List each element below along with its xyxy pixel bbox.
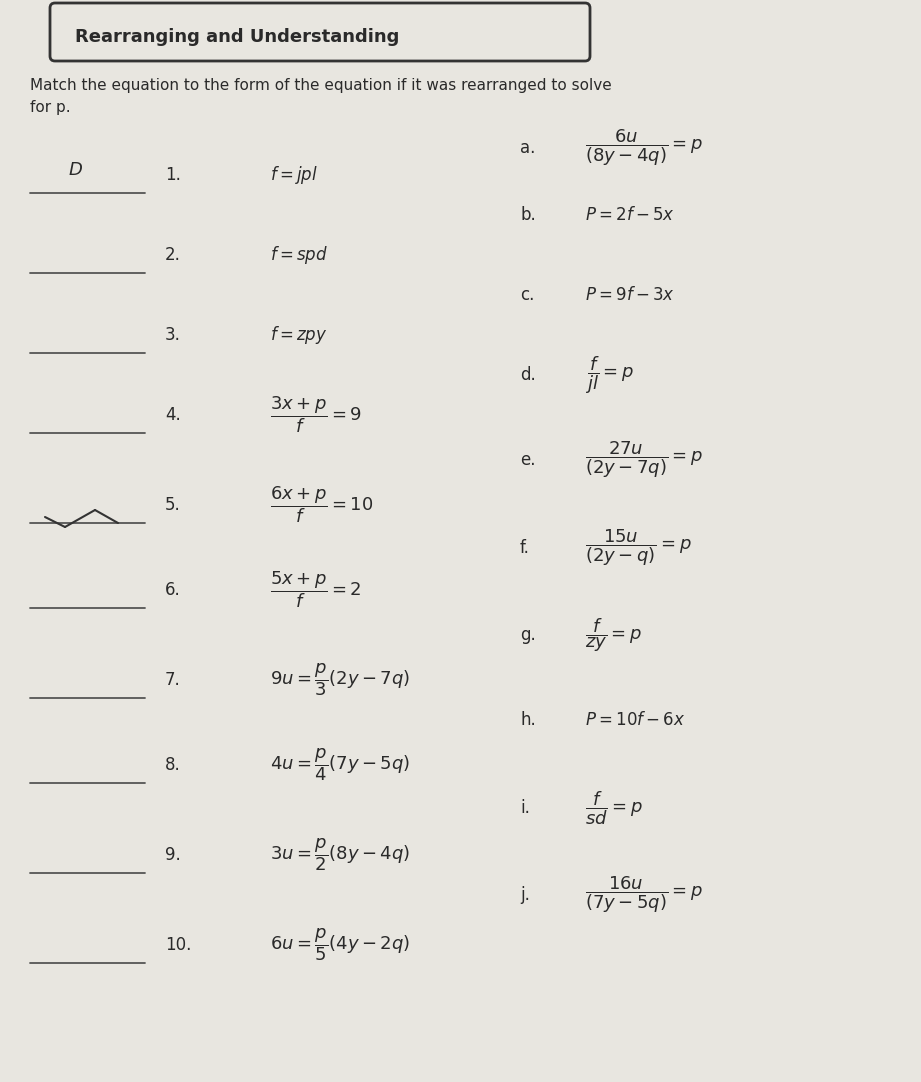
Text: $\dfrac{15u}{(2y-q)} = p$: $\dfrac{15u}{(2y-q)} = p$ bbox=[585, 528, 692, 568]
Text: 3.: 3. bbox=[165, 326, 181, 344]
Text: g.: g. bbox=[520, 626, 536, 644]
Text: $9u = \dfrac{p}{3}(2y - 7q)$: $9u = \dfrac{p}{3}(2y - 7q)$ bbox=[270, 662, 410, 698]
Text: $4u = \dfrac{p}{4}(7y - 5q)$: $4u = \dfrac{p}{4}(7y - 5q)$ bbox=[270, 747, 410, 783]
Text: 9.: 9. bbox=[165, 846, 181, 865]
Text: j.: j. bbox=[520, 886, 530, 903]
Text: $\dfrac{6u}{(8y-4q)} = p$: $\dfrac{6u}{(8y-4q)} = p$ bbox=[585, 128, 703, 169]
Text: Rearranging and Understanding: Rearranging and Understanding bbox=[75, 28, 400, 47]
Text: $\dfrac{f}{sd} = p$: $\dfrac{f}{sd} = p$ bbox=[585, 789, 643, 827]
Text: h.: h. bbox=[520, 711, 536, 729]
Text: $P = 9f - 3x$: $P = 9f - 3x$ bbox=[585, 286, 675, 304]
Text: 8.: 8. bbox=[165, 756, 181, 774]
Text: 5.: 5. bbox=[165, 496, 181, 514]
Text: c.: c. bbox=[520, 286, 534, 304]
Text: $\dfrac{f}{jl} = p$: $\dfrac{f}{jl} = p$ bbox=[585, 354, 634, 396]
FancyBboxPatch shape bbox=[50, 3, 590, 61]
Text: 4.: 4. bbox=[165, 406, 181, 424]
Text: $P = 2f - 5x$: $P = 2f - 5x$ bbox=[585, 206, 675, 224]
Text: f.: f. bbox=[520, 539, 530, 557]
Text: 1.: 1. bbox=[165, 166, 181, 184]
Text: $3u = \dfrac{p}{2}(8y - 4q)$: $3u = \dfrac{p}{2}(8y - 4q)$ bbox=[270, 836, 410, 873]
Text: Match the equation to the form of the equation if it was rearranged to solve: Match the equation to the form of the eq… bbox=[30, 78, 612, 93]
Text: b.: b. bbox=[520, 206, 536, 224]
Text: $\dfrac{27u}{(2y-7q)} = p$: $\dfrac{27u}{(2y-7q)} = p$ bbox=[585, 439, 703, 480]
Text: i.: i. bbox=[520, 799, 530, 817]
Text: $\dfrac{f}{zy} = p$: $\dfrac{f}{zy} = p$ bbox=[585, 616, 642, 654]
Text: for p.: for p. bbox=[30, 100, 71, 115]
Text: 7.: 7. bbox=[165, 671, 181, 689]
Text: $f = spd$: $f = spd$ bbox=[270, 245, 328, 266]
Text: $P = 10f - 6x$: $P = 10f - 6x$ bbox=[585, 711, 685, 729]
Text: $f = jpl$: $f = jpl$ bbox=[270, 164, 318, 186]
Text: $\dfrac{6x+p}{f} = 10$: $\dfrac{6x+p}{f} = 10$ bbox=[270, 485, 374, 526]
Text: $f = zpy$: $f = zpy$ bbox=[270, 324, 328, 346]
Text: $\dfrac{3x+p}{f} = 9$: $\dfrac{3x+p}{f} = 9$ bbox=[270, 395, 362, 435]
Text: D: D bbox=[68, 161, 82, 179]
Text: 10.: 10. bbox=[165, 936, 192, 954]
Text: 2.: 2. bbox=[165, 246, 181, 264]
Text: a.: a. bbox=[520, 138, 535, 157]
Text: e.: e. bbox=[520, 451, 535, 469]
Text: 6.: 6. bbox=[165, 581, 181, 599]
Text: $\dfrac{16u}{(7y-5q)} = p$: $\dfrac{16u}{(7y-5q)} = p$ bbox=[585, 874, 703, 915]
Text: d.: d. bbox=[520, 366, 536, 384]
Text: $6u = \dfrac{p}{5}(4y - 2q)$: $6u = \dfrac{p}{5}(4y - 2q)$ bbox=[270, 926, 410, 963]
Text: $\dfrac{5x+p}{f} = 2$: $\dfrac{5x+p}{f} = 2$ bbox=[270, 570, 362, 610]
